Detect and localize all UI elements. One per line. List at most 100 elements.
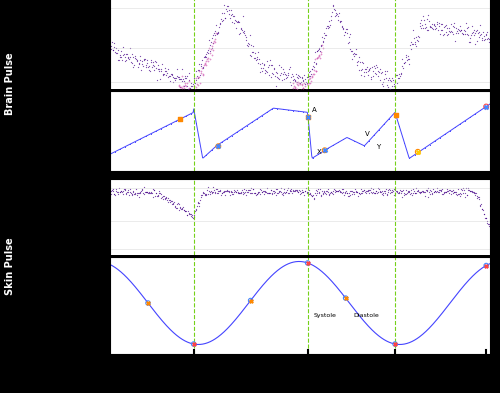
- Point: [318, 188, 326, 195]
- Point: [278, 64, 285, 70]
- Point: [198, 148, 205, 154]
- Point: [337, 189, 345, 195]
- Point: [384, 189, 392, 195]
- Point: [362, 188, 370, 194]
- Point: [392, 78, 400, 84]
- Point: [323, 188, 331, 194]
- Point: [146, 59, 154, 66]
- Point: [166, 78, 174, 84]
- Point: [325, 191, 333, 197]
- Point: [167, 198, 175, 204]
- Point: [113, 50, 121, 56]
- Point: [482, 215, 490, 221]
- Point: [172, 204, 179, 210]
- Point: [405, 188, 413, 195]
- Point: [408, 46, 416, 52]
- Point: [190, 341, 198, 347]
- Point: [172, 118, 180, 124]
- Point: [346, 187, 354, 194]
- Point: [482, 32, 490, 39]
- Point: [268, 191, 276, 197]
- Point: [470, 190, 478, 196]
- Point: [274, 75, 282, 81]
- Point: [146, 67, 154, 73]
- Point: [340, 191, 348, 198]
- Point: [325, 18, 333, 24]
- Point: [332, 9, 340, 16]
- Point: [360, 187, 368, 194]
- Point: [376, 66, 384, 73]
- Point: [454, 26, 462, 32]
- Y-axis label: Light intensity⁻¹ (AU): Light intensity⁻¹ (AU): [101, 272, 107, 338]
- Point: [112, 188, 120, 194]
- Point: [196, 70, 204, 76]
- Point: [146, 131, 154, 137]
- Point: [204, 184, 212, 191]
- Point: [248, 53, 256, 59]
- Point: [258, 189, 266, 196]
- Point: [293, 188, 301, 194]
- Point: [316, 185, 324, 192]
- Point: [208, 35, 216, 42]
- Point: [138, 57, 145, 64]
- Point: [336, 18, 344, 24]
- Point: [256, 69, 264, 75]
- Point: [114, 47, 122, 53]
- Point: [170, 79, 177, 86]
- Point: [349, 50, 357, 57]
- Point: [310, 66, 318, 73]
- Point: [342, 26, 350, 32]
- Point: [445, 189, 453, 196]
- Text: V: V: [364, 131, 370, 137]
- Point: [198, 61, 205, 67]
- Point: [160, 65, 168, 71]
- Point: [174, 74, 182, 80]
- Point: [140, 191, 147, 197]
- Point: [484, 220, 492, 227]
- Point: [294, 189, 302, 195]
- Point: [172, 77, 179, 84]
- Point: [453, 191, 461, 198]
- Point: [316, 48, 324, 54]
- Point: [204, 55, 212, 61]
- Point: [214, 143, 222, 149]
- Point: [212, 28, 220, 35]
- Point: [314, 48, 322, 54]
- Point: [425, 18, 433, 25]
- Point: [144, 300, 152, 306]
- Point: [154, 66, 162, 72]
- Point: [465, 39, 473, 45]
- Point: [196, 194, 204, 200]
- Point: [236, 190, 244, 196]
- Point: [142, 189, 150, 195]
- Point: [352, 189, 360, 196]
- Point: [264, 64, 272, 70]
- Point: [286, 64, 294, 70]
- Point: [438, 186, 446, 192]
- Point: [344, 190, 351, 196]
- Point: [353, 189, 361, 195]
- Point: [298, 82, 306, 88]
- Point: [264, 109, 272, 115]
- Point: [187, 110, 195, 117]
- Point: [280, 75, 288, 82]
- Point: [476, 107, 484, 114]
- Point: [442, 29, 450, 35]
- Point: [330, 191, 338, 198]
- Point: [483, 220, 491, 226]
- Point: [302, 185, 310, 191]
- Point: [479, 206, 487, 213]
- Point: [186, 70, 194, 77]
- Point: [288, 73, 296, 79]
- Point: [314, 151, 322, 158]
- Point: [148, 189, 156, 196]
- Point: [328, 8, 336, 15]
- Point: [228, 11, 236, 17]
- Point: [392, 112, 400, 118]
- Point: [170, 202, 178, 209]
- Point: [388, 189, 396, 196]
- Point: [190, 212, 198, 218]
- Point: [420, 189, 428, 195]
- Point: [247, 185, 255, 191]
- Point: [448, 189, 456, 196]
